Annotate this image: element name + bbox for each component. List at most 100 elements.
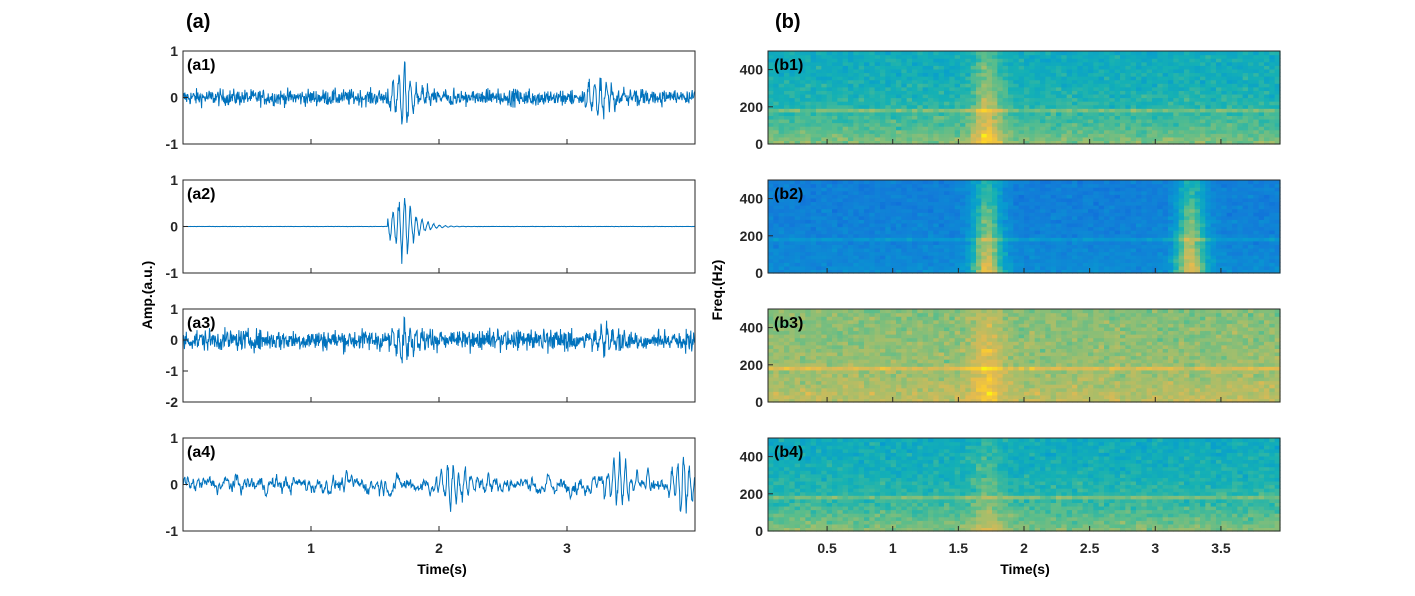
spectrogram-cell [1258,68,1265,74]
spectrogram-cell [1018,187,1025,192]
spectrogram-cell [1248,247,1254,253]
spectrogram-cell [917,197,924,203]
spectrogram-cell [1216,222,1222,228]
spectrogram-cell [954,197,961,203]
spectrogram-cell [826,133,833,138]
spectrogram-cell [912,58,918,63]
spectrogram-cell [1066,72,1073,77]
spectrogram-cell [778,258,785,263]
spectrogram-cell [1232,237,1238,242]
spectrogram-cell [917,222,924,228]
spectrogram-cell [1029,183,1036,188]
spectrogram-cell [1146,72,1153,77]
spectrogram-cell [1205,226,1212,231]
spectrogram-cell [1184,118,1190,124]
spectrogram-cell [1029,212,1036,217]
spectrogram-cell [976,230,982,235]
spectrogram-cell [1226,115,1233,120]
spectrogram-cell [938,111,945,116]
spectrogram-cell [1013,118,1020,124]
spectrogram-cell [1253,262,1260,267]
spectrogram-cell [837,215,844,220]
spectrogram-cell [1242,269,1249,274]
spectrogram-cell [874,197,881,203]
spectrogram-cell [1056,111,1062,116]
spectrogram-cell [922,83,929,88]
spectrogram-cell [1125,187,1132,192]
spectrogram-cell [896,86,902,91]
spectrogram-cell [1045,129,1052,134]
spectrogram-cell [1237,136,1244,142]
spectrogram-cell [906,54,913,59]
spectrogram-cell [1232,212,1238,217]
spectrogram-cell [1109,51,1116,56]
spectrogram-cell [1232,122,1238,127]
spectrogram-cell [1189,187,1196,192]
spectrogram-cell [778,205,785,210]
spectrogram-cell [922,262,929,267]
spectrogram-cell [1194,205,1201,210]
spectrogram-cell [1226,183,1233,188]
spectrogram-cell [1253,187,1260,192]
spectrogram-cell [832,201,838,206]
spectrogram-cell [784,129,790,134]
spectrogram-cell [1029,244,1036,249]
spectrogram-cell [842,122,849,127]
spectrogram-cell [1157,244,1164,249]
spectrogram-cell [1093,265,1100,271]
spectrogram-cell [1141,215,1148,220]
spectrogram-cell [832,190,838,195]
spectrogram-cell [1205,104,1212,109]
spectrogram-cell [864,180,870,185]
spectrogram-cell [784,251,790,256]
spectrogram-cell [1077,51,1084,56]
spectrogram-cell [1242,215,1249,220]
spectrogram-cell [864,129,870,134]
spectrogram-cell [1125,68,1132,74]
spectrogram-cell [1029,108,1036,113]
spectrogram-cell [1248,194,1254,199]
spectrogram-cell [1045,76,1052,81]
spectrogram-cell [917,68,924,74]
spectrogram-cell [794,205,801,210]
spectrogram-cell [906,247,913,253]
spectrogram-cell [885,51,892,56]
spectrogram-cell [922,197,929,203]
spectrogram-cell [938,72,945,77]
spectrogram-cell [1274,90,1281,95]
spectrogram-cell [869,93,876,99]
spectrogram-cell [858,129,865,134]
spectrogram-cell [858,101,865,106]
spectrogram-cell [1242,208,1249,213]
spectrogram-cell [896,126,902,131]
spectrogram-cell [784,61,790,66]
spectrogram-cell [1104,262,1110,267]
spectrogram-cell [1050,72,1057,77]
spectrogram-cell [1141,230,1148,235]
spectrogram-cell [821,118,828,124]
spectrogram-cell [1024,258,1030,263]
spectrogram-cell [1104,129,1110,134]
spectrogram-cell [1173,222,1180,228]
spectrogram-cell [1253,83,1260,88]
spectrogram-cell [954,219,961,224]
spectrogram-cell [938,122,945,127]
spectrogram-cell [1104,255,1110,260]
spectrogram-cell [864,68,870,74]
spectrogram-cell [896,108,902,113]
spectrogram-cell [1242,180,1249,185]
spectrogram-cell [800,54,806,59]
spectrogram-cell [805,83,812,88]
spectrogram-cell [773,108,780,113]
spectrogram-cell [1040,51,1046,56]
spectrogram-cell [1024,215,1030,220]
spectrogram-cell [1008,122,1014,127]
spectrogram-cell [922,65,929,70]
spectrogram-cell [1045,255,1052,260]
spectrogram-cell [805,258,812,263]
spectrogram-cell [1093,126,1100,131]
spectrogram-cell [997,258,1004,263]
spectrogram-cell [1013,97,1020,102]
spectrogram-cell [960,79,966,84]
spectrogram-cell [821,72,828,77]
